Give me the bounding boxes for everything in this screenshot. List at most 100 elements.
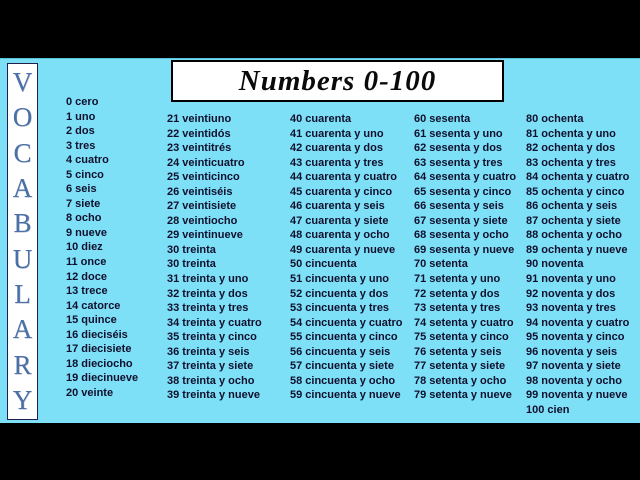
number-entry: 73 setenta y tres: [414, 302, 501, 315]
number-entry: 30 treinta: [167, 243, 216, 256]
number-entry: 86 ochenta y seis: [526, 200, 618, 213]
number-entry: 58 cincuenta y ocho: [290, 374, 396, 387]
title-box: Numbers 0-100: [171, 60, 504, 102]
number-entry: 51 cincuenta y uno: [290, 273, 390, 286]
number-entry: 79 setenta y nueve: [414, 389, 512, 402]
page-title: Numbers 0-100: [238, 64, 437, 97]
number-entry: 40 cuarenta: [290, 113, 352, 125]
number-entry: 10 diez: [66, 241, 103, 254]
number-entry: 45 cuarenta y cinco: [290, 185, 393, 198]
number-entry: 23 veintitrés: [167, 142, 232, 155]
number-entry: 75 setenta y cinco: [414, 331, 509, 344]
number-entry: 34 treinta y cuatro: [167, 316, 262, 329]
number-entry: 44 cuarenta y cuatro: [290, 171, 397, 184]
number-entry: 47 cuarenta y siete: [290, 214, 389, 227]
number-entry: 17 diecisiete: [66, 343, 132, 356]
vocabulary-letter: O: [12, 102, 33, 133]
number-entry: 82 ochenta y dos: [526, 142, 616, 155]
number-entry: 80 ochenta: [526, 113, 584, 125]
number-entry: 78 setenta y ocho: [414, 374, 507, 387]
number-entry: 43 cuarenta y tres: [290, 156, 384, 169]
number-entry: 89 ochenta y nueve: [526, 243, 628, 256]
number-entry: 4 cuatro: [66, 154, 109, 167]
number-entry: 85 ochenta y cinco: [526, 185, 625, 198]
number-entry: 65 sesenta y cinco: [414, 185, 512, 198]
number-entry: 41 cuarenta y uno: [290, 127, 384, 140]
vocabulary-letter: R: [13, 349, 32, 380]
number-entry: 35 treinta y cinco: [167, 331, 257, 344]
number-entry: 67 sesenta y siete: [414, 214, 508, 227]
numbers-column-40-59: 40 cuarenta 41 cuarenta y uno 42 cuarenta …: [290, 112, 403, 403]
number-entry: 87 ochenta y siete: [526, 214, 621, 227]
number-entry: 94 noventa y cuatro: [526, 316, 630, 329]
number-entry: 9 nueve: [66, 226, 107, 239]
number-entry: 90 noventa: [526, 258, 584, 271]
number-entry: 26 veintiséis: [167, 185, 233, 198]
number-entry: 8 ocho: [66, 212, 102, 225]
number-entry: 36 treinta y seis: [167, 345, 250, 358]
vocabulary-letter: Y: [12, 384, 33, 415]
letterbox-bottom: [0, 423, 640, 480]
number-entry: 12 doce: [66, 270, 107, 283]
number-entry: 21 veintiuno: [167, 113, 232, 125]
number-entry: 88 ochenta y ocho: [526, 229, 622, 242]
number-entry: 74 setenta y cuatro: [414, 316, 514, 329]
number-entry: 38 treinta y ocho: [167, 374, 255, 387]
number-entry: 24 veinticuatro: [167, 156, 245, 169]
number-entry: 99 noventa y nueve: [526, 389, 628, 402]
number-entry: 15 quince: [66, 314, 117, 327]
number-entry: 97 noventa y siete: [526, 360, 621, 373]
numbers-column-80-100: 80 ochenta 81 ochenta y uno 82 ochenta y d…: [526, 112, 629, 417]
number-entry: 56 cincuenta y seis: [290, 345, 391, 358]
number-entry: 32 treinta y dos: [167, 287, 248, 300]
vocabulary-letter: A: [12, 314, 33, 345]
number-entry: 52 cincuenta y dos: [290, 287, 389, 300]
number-entry: 61 sesenta y uno: [414, 127, 503, 140]
number-entry: 5 cinco: [66, 168, 104, 181]
number-entry: 33 treinta y tres: [167, 302, 249, 315]
number-entry: 46 cuarenta y seis: [290, 200, 385, 213]
number-entry: 27 veintisiete: [167, 200, 237, 213]
number-entry: 28 veintiocho: [167, 214, 238, 227]
number-entry: 77 setenta y siete: [414, 360, 506, 373]
number-entry: 95 noventa y cinco: [526, 331, 625, 344]
number-entry: 81 ochenta y uno: [526, 127, 616, 140]
number-entry: 22 veintidós: [167, 127, 231, 140]
number-entry: 37 treinta y siete: [167, 360, 254, 373]
number-entry: 18 dieciocho: [66, 357, 133, 370]
number-entry: 48 cuarenta y ocho: [290, 229, 390, 242]
number-entry: 92 noventa y dos: [526, 287, 616, 300]
number-entry: 50 cincuenta: [290, 258, 357, 271]
number-entry: 30 treinta: [167, 258, 216, 271]
numbers-column-60-79: 60 sesenta 61 sesenta y uno 62 sesenta y d…: [414, 112, 516, 403]
number-entry: 84 ochenta y cuatro: [526, 171, 630, 184]
number-entry: 6 seis: [66, 183, 97, 196]
number-entry: 25 veinticinco: [167, 171, 240, 184]
number-entry: 54 cincuenta y cuatro: [290, 316, 403, 329]
vocabulary-letter: C: [13, 137, 32, 168]
numbers-column-21-39: 21 veintiuno 22 veintidós 23 veintitrés 24 …: [167, 112, 262, 403]
number-entry: 59 cincuenta y nueve: [290, 389, 401, 402]
number-entry: 83 ochenta y tres: [526, 156, 616, 169]
number-entry: 66 sesenta y seis: [414, 200, 504, 213]
number-entry: 16 dieciséis: [66, 328, 128, 341]
number-entry: 72 setenta y dos: [414, 287, 500, 300]
number-entry: 1 uno: [66, 110, 96, 123]
number-entry: 60 sesenta: [414, 113, 471, 125]
number-entry: 39 treinta y nueve: [167, 389, 260, 402]
number-entry: 0 cero: [66, 96, 99, 108]
number-entry: 63 sesenta y tres: [414, 156, 503, 169]
number-entry: 20 veinte: [66, 386, 114, 399]
number-entry: 68 sesenta y ocho: [414, 229, 509, 242]
number-entry: 2 dos: [66, 125, 95, 138]
number-entry: 13 trece: [66, 285, 108, 298]
number-entry: 98 noventa y ocho: [526, 374, 622, 387]
vocabulary-letter: A: [12, 172, 33, 203]
number-entry: 11 once: [66, 256, 107, 269]
vocabulary-letter: V: [12, 67, 33, 97]
number-entry: 71 setenta y uno: [414, 273, 501, 286]
number-entry: 62 sesenta y dos: [414, 142, 503, 155]
